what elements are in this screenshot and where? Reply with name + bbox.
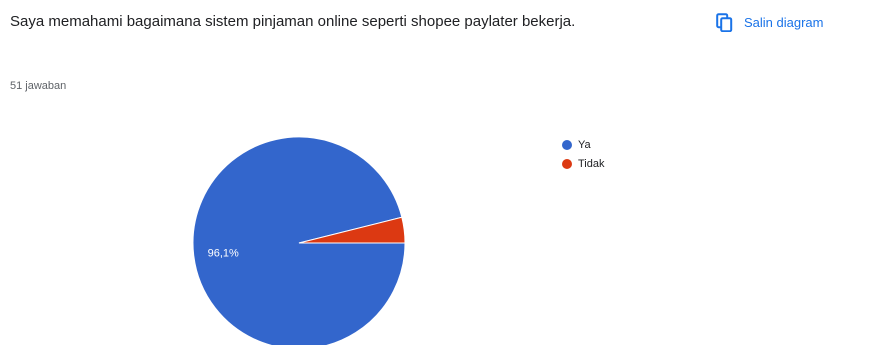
question-title: Saya memahami bagaimana sistem pinjaman …: [10, 13, 576, 30]
copy-icon: [716, 12, 733, 32]
legend-item-ya[interactable]: Ya: [562, 135, 605, 154]
pie-slice-ya[interactable]: [192, 136, 406, 345]
legend-swatch: [562, 139, 572, 150]
chart-legend: Ya Tidak: [562, 135, 605, 173]
legend-label: Tidak: [578, 157, 605, 170]
legend-swatch: [562, 158, 572, 169]
copy-chart-label: Salin diagram: [744, 14, 824, 30]
legend-item-tidak[interactable]: Tidak: [562, 154, 605, 173]
legend-label: Ya: [578, 138, 591, 151]
copy-chart-button[interactable]: Salin diagram: [716, 9, 824, 35]
response-count: 51 jawaban: [10, 80, 67, 92]
pie-data-label: 96,1%: [208, 247, 239, 259]
pie-slice-tidak[interactable]: [298, 216, 406, 244]
